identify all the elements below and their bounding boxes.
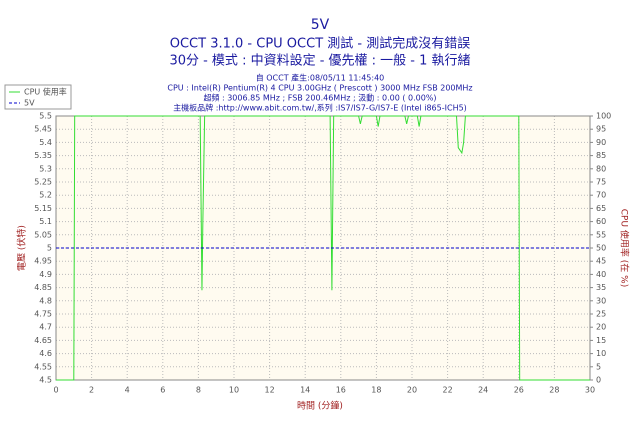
y2-tick-label: 35	[596, 283, 606, 292]
y-tick-label: 5.25	[34, 178, 52, 187]
y-tick-label: 4.75	[34, 310, 52, 319]
x-tick-label: 12	[265, 386, 275, 395]
x-tick-label: 16	[336, 386, 346, 395]
y-tick-label: 5.15	[34, 204, 52, 213]
x-tick-label: 26	[514, 386, 524, 395]
y2-tick-label: 75	[596, 178, 606, 187]
chart-title: 5V	[311, 17, 330, 33]
data-line	[56, 115, 590, 381]
x-tick-label: 10	[229, 386, 239, 395]
y2-tick-label: 85	[596, 151, 606, 160]
y-tick-label: 5.05	[34, 230, 52, 239]
info-line: 超頻 : 3006.85 MHz ; FSB 200.46MHz ; 汲動 : …	[203, 93, 436, 103]
subtitle: OCCT 3.1.0 - CPU OCCT 測試 - 測試完成沒有錯誤	[170, 36, 470, 52]
info-line: 主機板品牌 :http://www.abit.com.tw/,系列 :IS7/I…	[173, 103, 467, 113]
y-tick-label: 5.35	[34, 151, 52, 160]
x-tick-label: 8	[196, 386, 201, 395]
x-tick-label: 22	[443, 386, 453, 395]
x-tick-label: 0	[53, 386, 58, 395]
y2-tick-label: 20	[596, 323, 606, 332]
y2-tick-label: 10	[596, 349, 606, 358]
y2-tick-label: 30	[596, 296, 606, 305]
y2-tick-label: 70	[596, 191, 606, 200]
legend-label: CPU 使用率	[24, 87, 67, 97]
x-tick-label: 20	[407, 386, 417, 395]
y2-tick-label: 45	[596, 257, 606, 266]
y-tick-label: 4.55	[34, 362, 52, 371]
y-tick-label: 5	[47, 244, 52, 253]
x-tick-label: 30	[585, 386, 595, 395]
y-tick-label: 5.2	[39, 191, 52, 200]
y-tick-label: 5.5	[39, 112, 52, 121]
y-tick-label: 5.3	[39, 164, 52, 173]
y-tick-label: 4.9	[39, 270, 52, 279]
x-tick-label: 28	[549, 386, 559, 395]
y2-tick-label: 50	[596, 244, 606, 253]
y-tick-label: 4.85	[34, 283, 52, 292]
y-tick-label: 4.5	[39, 376, 52, 385]
x-tick-label: 2	[89, 386, 94, 395]
legend-label: 5V	[24, 99, 35, 108]
x-tick-label: 6	[160, 386, 165, 395]
y2-tick-label: 100	[596, 112, 611, 121]
subtitle: 30分 - 模式 : 中資料設定 - 優先權 : 一般 - 1 執行緒	[169, 53, 470, 69]
legend-box	[4, 84, 72, 110]
x-tick-label: 4	[125, 386, 130, 395]
y2-tick-label: 40	[596, 270, 606, 279]
y-tick-label: 4.95	[34, 257, 52, 266]
y2-tick-label: 5	[596, 362, 601, 371]
y-tick-label: 5.4	[39, 138, 52, 147]
y-tick-label: 4.7	[39, 323, 52, 332]
y-tick-label: 4.65	[34, 336, 52, 345]
y2-tick-label: 95	[596, 125, 606, 134]
y2-tick-label: 25	[596, 310, 606, 319]
y2-tick-label: 15	[596, 336, 606, 345]
y-tick-label: 5.45	[34, 125, 52, 134]
y2-axis-label: CPU 使用率 (在 %)	[619, 209, 631, 287]
y2-tick-label: 65	[596, 204, 606, 213]
x-axis-label: 時間 (分鐘)	[297, 400, 343, 412]
x-tick-label: 18	[371, 386, 381, 395]
y-tick-label: 4.8	[39, 296, 52, 305]
info-line: 自 OCCT 產生:08/05/11 11:45:40	[256, 73, 385, 83]
y2-tick-label: 0	[596, 376, 601, 385]
y2-tick-label: 60	[596, 217, 606, 226]
y-tick-label: 4.6	[39, 349, 52, 358]
y-axis-label: 電壓 (伏特)	[16, 225, 28, 271]
y-tick-label: 5.1	[39, 217, 52, 226]
y2-tick-label: 90	[596, 138, 606, 147]
y2-tick-label: 55	[596, 230, 606, 239]
info-line: CPU : Intel(R) Pentium(R) 4 CPU 3.00GHz …	[167, 84, 472, 93]
x-tick-label: 14	[300, 386, 310, 395]
y2-tick-label: 80	[596, 164, 606, 173]
x-tick-label: 24	[478, 386, 488, 395]
